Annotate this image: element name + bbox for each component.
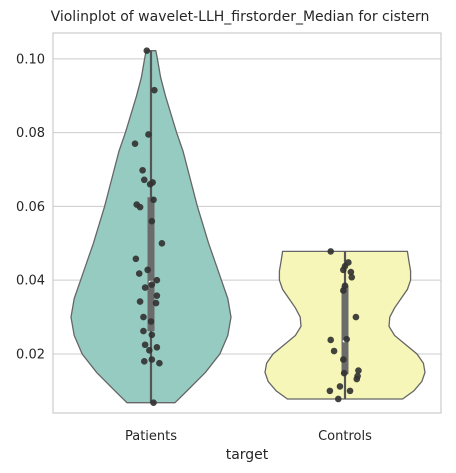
y-tick-labels: 0.02 0.04 0.06 0.08 0.10 xyxy=(16,52,45,362)
data-point xyxy=(153,276,161,284)
x-tick-labels: Patients Controls xyxy=(125,429,372,444)
x-axis-label: target xyxy=(226,447,269,463)
y-tick-label: 0.10 xyxy=(16,52,45,67)
data-point xyxy=(327,336,335,344)
data-point xyxy=(131,140,139,147)
data-point xyxy=(140,358,148,365)
data-point xyxy=(151,86,158,94)
data-point xyxy=(148,217,156,225)
data-point xyxy=(149,179,156,186)
x-tick-label: Controls xyxy=(318,429,372,444)
data-point xyxy=(150,196,157,204)
data-point xyxy=(343,335,350,343)
iqr-box-controls xyxy=(341,285,349,375)
data-point xyxy=(141,284,149,291)
data-point xyxy=(345,259,352,266)
data-point xyxy=(141,341,149,349)
data-point xyxy=(355,367,362,374)
y-tick-label: 0.06 xyxy=(16,200,45,215)
data-point xyxy=(146,346,153,354)
y-tick-label: 0.08 xyxy=(16,126,45,141)
violins xyxy=(70,50,426,404)
data-point xyxy=(153,292,161,299)
data-point xyxy=(153,344,161,351)
data-point xyxy=(347,268,355,276)
data-point xyxy=(340,356,347,363)
data-point xyxy=(132,255,140,263)
data-point xyxy=(144,266,151,274)
data-point xyxy=(139,166,146,174)
data-point xyxy=(330,347,338,355)
data-point xyxy=(327,248,335,255)
data-point xyxy=(148,281,156,288)
data-point xyxy=(140,327,147,335)
plot-frame xyxy=(52,32,442,414)
data-point xyxy=(326,387,334,395)
data-point xyxy=(334,395,342,403)
data-point xyxy=(150,399,157,406)
data-point xyxy=(353,375,361,383)
data-point xyxy=(140,176,148,184)
y-tick-label: 0.04 xyxy=(16,274,45,289)
strip-points xyxy=(131,47,362,406)
x-tick-label: Patients xyxy=(125,429,177,444)
data-point xyxy=(148,356,156,363)
data-point xyxy=(143,47,151,55)
data-point xyxy=(346,387,354,395)
data-point xyxy=(352,313,360,321)
data-point xyxy=(340,369,348,377)
data-point xyxy=(348,273,356,281)
data-point xyxy=(147,318,155,325)
data-point xyxy=(135,270,143,277)
data-point xyxy=(148,331,156,339)
data-point xyxy=(341,282,349,290)
y-tick-label: 0.02 xyxy=(16,347,45,362)
data-point xyxy=(158,239,166,247)
data-point xyxy=(140,313,147,321)
data-point xyxy=(136,298,144,305)
data-point xyxy=(136,203,144,211)
data-point xyxy=(340,266,347,274)
chart-title: Violinplot of wavelet-LLH_firstorder_Med… xyxy=(51,9,430,25)
data-point xyxy=(156,359,163,367)
data-point xyxy=(336,383,344,390)
data-point xyxy=(145,131,152,138)
data-point xyxy=(152,299,160,307)
iqr-box-patients xyxy=(147,197,155,332)
